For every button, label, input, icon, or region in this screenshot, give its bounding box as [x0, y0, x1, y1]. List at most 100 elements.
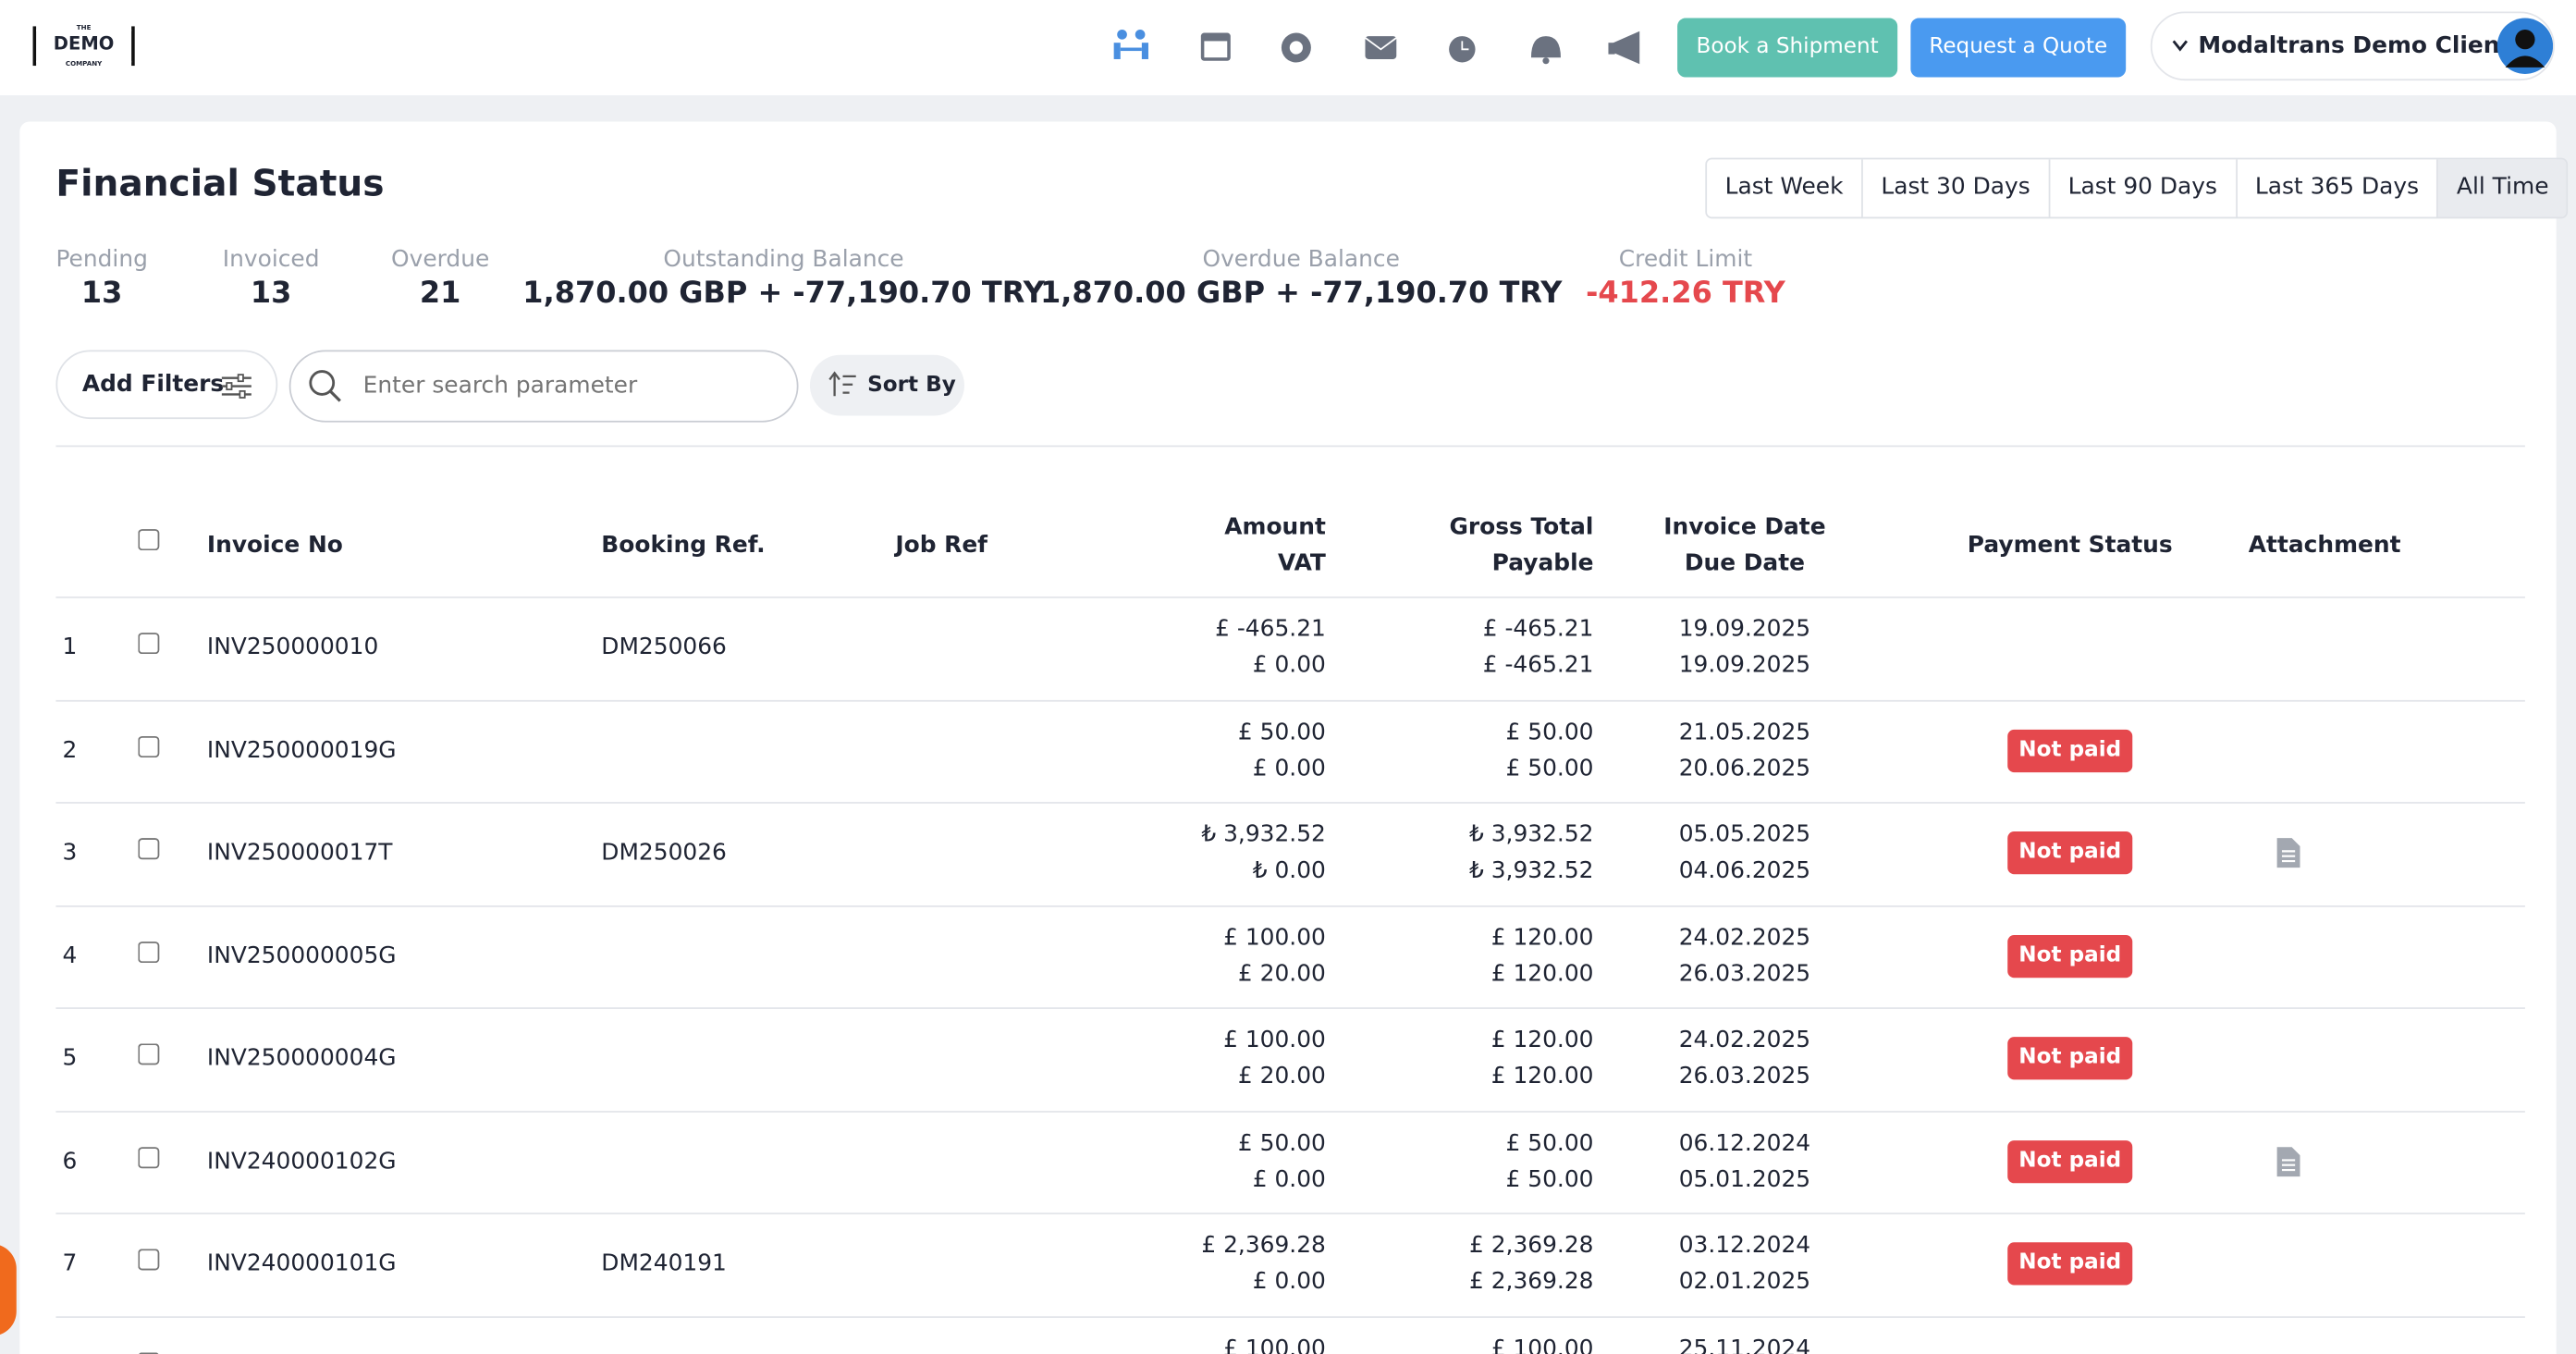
stat-label: Invoiced	[222, 246, 320, 273]
dates-cell: 21.05.2025 20.06.2025	[1580, 714, 1908, 786]
book-shipment-button[interactable]: Book a Shipment	[1677, 18, 1898, 78]
dates-cell: 03.12.2024 02.01.2025	[1580, 1228, 1908, 1300]
dates-line: 20.06.2025	[1678, 755, 1811, 782]
team-icon[interactable]	[1113, 29, 1148, 59]
row-divider	[55, 699, 2525, 701]
gross-line: £ 120.00	[1490, 924, 1594, 952]
stat: Invoiced 13	[223, 247, 320, 311]
megaphone-icon[interactable]	[1608, 31, 1640, 65]
row-checkbox[interactable]	[138, 838, 160, 860]
range-button[interactable]: All Time	[2436, 159, 2568, 217]
dates-line: 19.09.2025	[1678, 652, 1811, 680]
range-button[interactable]: Last Week	[1724, 174, 1844, 201]
range-button[interactable]: Last 365 Days	[2235, 159, 2437, 217]
gross-line: £ -465.21	[1482, 616, 1594, 644]
chevron	[2172, 40, 2189, 52]
column-header-line: Job Ref	[895, 532, 988, 560]
user-menu[interactable]: Modaltrans Demo Client	[2150, 11, 2555, 81]
amount-line: £ 0.00	[1252, 755, 1326, 782]
amount-line: £ 50.00	[1237, 1129, 1326, 1157]
stat-label: Overdue	[391, 246, 490, 273]
logo[interactable]: THE DEMO COMPANY	[32, 24, 135, 68]
panel-title: Financial Status	[55, 164, 385, 206]
search-input[interactable]	[288, 350, 799, 423]
row-checkbox[interactable]	[138, 941, 160, 963]
stat-value: 21	[419, 276, 461, 311]
add-filters-label: Add Filters	[81, 371, 225, 398]
amount-cell: £ 100.00 £ 20.00	[998, 920, 1326, 992]
range-selector: Last Week Last 30 Days Last 90 Days Last 36…	[1705, 157, 2569, 219]
row-checkbox[interactable]	[138, 633, 160, 655]
column-header: Invoice No	[207, 527, 343, 563]
invoice-number[interactable]: INV240000102G	[206, 1148, 397, 1175]
calendar-icon[interactable]	[1200, 32, 1231, 61]
sort-by-button[interactable]: Sort By	[809, 354, 964, 416]
column-header-line: Payable	[1491, 550, 1594, 577]
add-filters-button[interactable]: Add Filters	[55, 350, 278, 420]
gross-line: £ 100.00	[1490, 1336, 1594, 1354]
stat: Outstanding Balance 1,870.00 GBP + -77,19…	[522, 247, 1044, 311]
invoice-number[interactable]: INV250000019G	[206, 737, 397, 764]
invoice-number[interactable]: INV250000017T	[206, 840, 393, 867]
bell-icon[interactable]	[1530, 36, 1561, 65]
invoice-number[interactable]: INV250000010	[206, 634, 379, 661]
sort-by-label: Sort By	[867, 373, 956, 398]
stat-label: Overdue Balance	[1202, 246, 1400, 273]
row-checkbox[interactable]	[138, 735, 160, 757]
support-icon[interactable]	[1281, 32, 1311, 63]
invoice-number[interactable]: INV240000101G	[206, 1250, 397, 1278]
alarm-icon[interactable]	[1449, 36, 1476, 63]
dates-line: 03.12.2024	[1678, 1233, 1811, 1260]
stat-value: 1,870.00 GBP + -77,190.70 TRY	[1039, 276, 1563, 311]
row-divider	[55, 802, 2525, 804]
amount-line: ₺ 0.00	[1252, 857, 1326, 885]
request-quote-button[interactable]: Request a Quote	[1910, 18, 2127, 78]
attachment-icon[interactable]	[2275, 1145, 2301, 1178]
gross-line: £ 50.00	[1505, 1166, 1594, 1193]
range-button[interactable]: Last 90 Days	[2048, 159, 2235, 217]
row-number: 1	[62, 634, 78, 661]
floating-button[interactable]	[0, 1244, 17, 1336]
dates-line: 02.01.2025	[1678, 1269, 1811, 1296]
dates-line: 06.12.2024	[1678, 1129, 1811, 1157]
row-number: 6	[62, 1148, 78, 1175]
gross-line: £ 120.00	[1490, 1027, 1594, 1054]
amount-cell: £ 100.00	[998, 1331, 1326, 1354]
column-header-line: Payment Status	[1967, 532, 2173, 560]
row-divider	[55, 1315, 2525, 1318]
column-header-line: Invoice Date	[1663, 514, 1826, 541]
dates-line: 05.01.2025	[1678, 1166, 1811, 1193]
gross-cell: £ 120.00 £ 120.00	[1265, 920, 1594, 992]
payment-status: Not paid	[2007, 831, 2133, 875]
attachment-icon[interactable]	[2275, 837, 2301, 870]
select-all-checkbox[interactable]	[138, 529, 160, 551]
mail-icon[interactable]	[1364, 36, 1397, 59]
invoice-number[interactable]: INV250000004G	[206, 1045, 397, 1072]
column-header-line: VAT	[1278, 550, 1326, 577]
range-button[interactable]: Last 30 Days	[1861, 159, 2048, 217]
dates-line: 19.09.2025	[1678, 616, 1811, 644]
financial-card	[19, 121, 2557, 1354]
dates-line: 05.05.2025	[1678, 821, 1811, 849]
stat-label: Credit Limit	[1618, 246, 1753, 273]
row-checkbox[interactable]	[138, 1146, 160, 1168]
payment-status: Not paid	[2007, 1242, 2133, 1286]
stat-value: 13	[250, 276, 292, 311]
gross-line: £ 50.00	[1505, 755, 1594, 782]
column-header: Amount VAT	[998, 510, 1326, 582]
invoice-number[interactable]: INV250000005G	[206, 942, 397, 969]
gross-line: ₺ 3,932.52	[1468, 821, 1594, 849]
row-checkbox[interactable]	[138, 1249, 160, 1271]
amount-line: £ 100.00	[1223, 1027, 1326, 1054]
column-header-line: Amount	[1224, 514, 1326, 541]
booking-ref: DM240191	[601, 1250, 727, 1278]
row-checkbox[interactable]	[138, 1351, 160, 1354]
avatar	[2496, 18, 2554, 74]
amount-line: £ 0.00	[1252, 1166, 1326, 1193]
gross-cell: £ 50.00 £ 50.00	[1265, 1126, 1594, 1198]
payment-status: Not paid	[2007, 1139, 2133, 1183]
amount-line: £ 0.00	[1252, 652, 1326, 680]
amount-line: ₺ 3,932.52	[1201, 821, 1326, 849]
user-name: Modaltrans Demo Client	[2198, 32, 2511, 59]
row-checkbox[interactable]	[138, 1043, 160, 1065]
